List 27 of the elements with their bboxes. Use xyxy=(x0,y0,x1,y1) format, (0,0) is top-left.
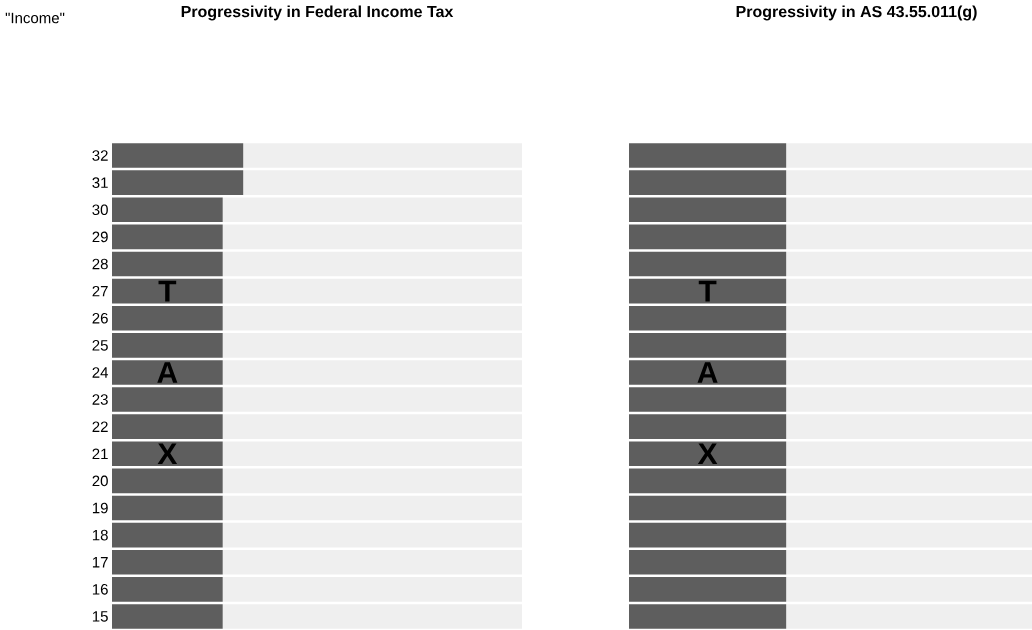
y-tick-label: 23 xyxy=(92,394,108,405)
y-tick-label: 29 xyxy=(92,231,108,243)
y-tick-label: 26 xyxy=(92,312,108,324)
annotation: A xyxy=(157,362,178,383)
y-tick-label: 19 xyxy=(92,502,108,514)
y-tick-label: 30 xyxy=(92,204,108,216)
chart-title: Progressivity in Federal Income Tax xyxy=(181,5,454,21)
y-tick-label: 20 xyxy=(92,475,108,487)
annotation: A xyxy=(697,362,718,383)
annotation: X xyxy=(157,443,178,465)
y-tick-label: 27 xyxy=(92,285,108,297)
y-tick-label: 22 xyxy=(92,421,108,432)
y-tick-label: 18 xyxy=(92,529,108,541)
y-tick-label: 25 xyxy=(92,340,108,351)
y-tick-label: 17 xyxy=(92,557,108,568)
y-axis-title: "Income" xyxy=(5,12,65,24)
annotation: T xyxy=(158,280,177,302)
y-tick-label: 15 xyxy=(92,611,108,622)
y-tick-label: 31 xyxy=(92,177,108,188)
y-tick-label: 24 xyxy=(92,367,109,378)
chart-title: Progressivity in AS 43.55.011(g) xyxy=(736,5,977,21)
y-tick-label: 32 xyxy=(92,150,108,161)
y-tick-label: 28 xyxy=(92,258,108,270)
y-tick-label: 21 xyxy=(92,448,108,460)
y-tick-label: 16 xyxy=(92,584,108,595)
annotation: T xyxy=(698,280,717,302)
annotation: X xyxy=(697,443,718,465)
